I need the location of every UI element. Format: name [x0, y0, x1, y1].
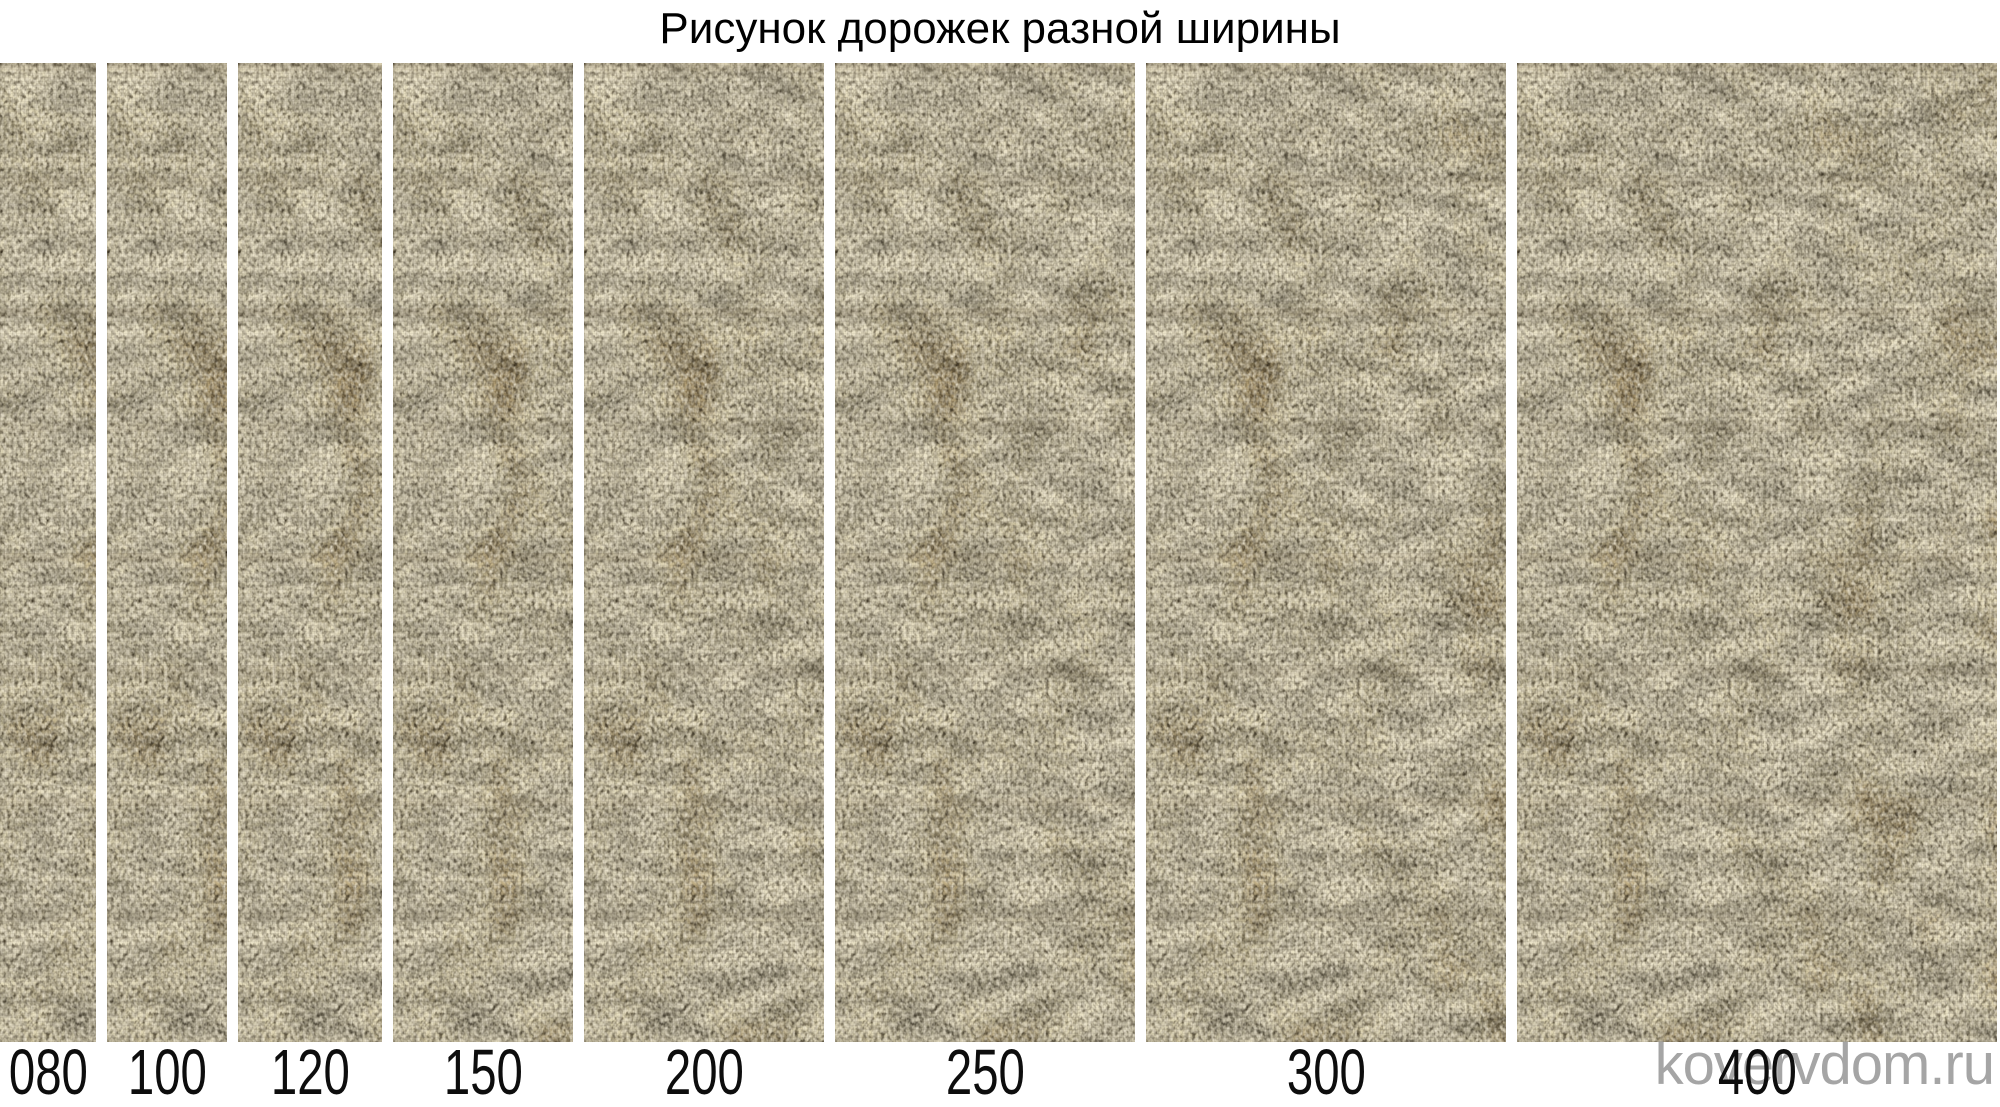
carpet-strip-200 — [584, 63, 824, 1042]
carpet-texture — [1146, 63, 1506, 1042]
carpet-texture — [1517, 63, 1997, 1042]
carpet-strip-400 — [1517, 63, 1997, 1042]
weave-overlay-icon — [584, 63, 824, 1042]
width-label: 300 — [1286, 1036, 1366, 1107]
runner-strips-row — [0, 63, 1997, 1042]
carpet-texture — [584, 63, 824, 1042]
weave-overlay-icon — [835, 63, 1135, 1042]
carpet-strip-120 — [238, 63, 382, 1042]
weave-overlay-icon — [1517, 63, 1997, 1042]
weave-overlay-icon — [107, 63, 227, 1042]
carpet-texture — [238, 63, 382, 1042]
weave-overlay-icon — [393, 63, 573, 1042]
width-label-cell: 200 — [584, 1040, 824, 1104]
page-title: Рисунок дорожек разной ширины — [659, 4, 1341, 53]
width-label-cell: 250 — [835, 1040, 1135, 1104]
watermark: kovervdom.ru — [1654, 1032, 1995, 1097]
width-label-cell: 150 — [393, 1040, 573, 1104]
width-label-cell: 080 — [0, 1040, 96, 1104]
carpet-texture — [393, 63, 573, 1042]
weave-overlay-icon — [1146, 63, 1506, 1042]
carpet-texture — [0, 63, 96, 1042]
carpet-strip-300 — [1146, 63, 1506, 1042]
width-label: 120 — [270, 1036, 350, 1107]
width-label-cell: 400 — [1517, 1040, 1997, 1104]
width-label: 400 — [1717, 1036, 1797, 1107]
carpet-texture — [107, 63, 227, 1042]
width-label-cell: 100 — [107, 1040, 227, 1104]
width-labels-row: 080 100 120 150 200 250 300 400 — [0, 1040, 1997, 1104]
width-label-cell: 300 — [1146, 1040, 1506, 1104]
carpet-strip-080 — [0, 63, 96, 1042]
carpet-strip-100 — [107, 63, 227, 1042]
weave-overlay-icon — [0, 63, 96, 1042]
carpet-texture — [835, 63, 1135, 1042]
width-label: 100 — [127, 1036, 207, 1107]
carpet-strip-250 — [835, 63, 1135, 1042]
width-label: 080 — [8, 1036, 88, 1107]
width-label: 200 — [664, 1036, 744, 1107]
width-label-cell: 120 — [238, 1040, 382, 1104]
width-label: 150 — [443, 1036, 523, 1107]
width-label: 250 — [945, 1036, 1025, 1107]
weave-overlay-icon — [238, 63, 382, 1042]
carpet-strip-150 — [393, 63, 573, 1042]
